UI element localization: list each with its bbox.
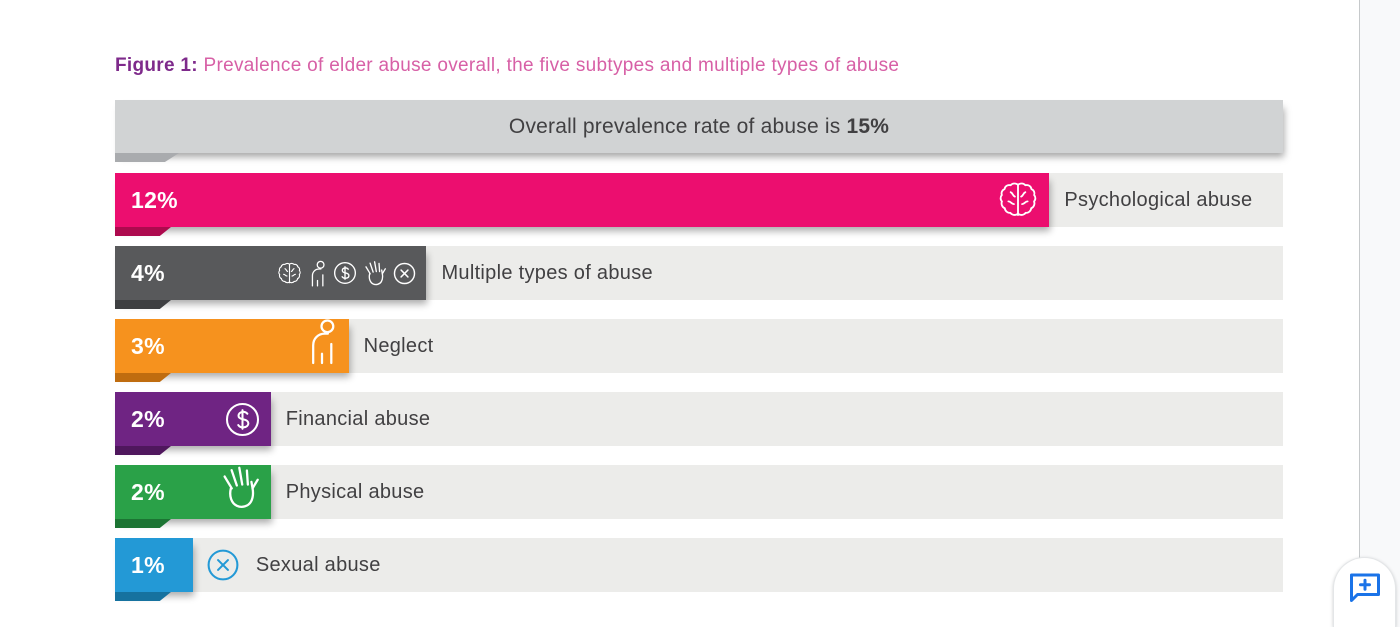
bar-icon-group — [304, 318, 349, 365]
overall-prevalence-banner: Overall prevalence rate of abuse is 15% — [115, 100, 1283, 162]
bar-fold — [115, 300, 171, 309]
bar-fold — [115, 519, 171, 528]
hand-icon — [362, 259, 388, 287]
dollar-icon — [332, 260, 358, 286]
x-circle-icon — [392, 261, 417, 286]
bar-row-multiple-types: 4% Multiple types of abuse — [115, 246, 1283, 309]
viewer-side-rail — [1360, 0, 1400, 627]
bar-fold — [115, 446, 171, 455]
bar-value: 3% — [131, 332, 165, 359]
figure-caption: Figure 1: Prevalence of elder abuse over… — [115, 55, 899, 77]
bar-financial: 2% — [115, 392, 271, 455]
bar-value: 1% — [131, 551, 165, 578]
person-icon — [304, 318, 340, 365]
hand-icon — [218, 463, 262, 511]
prevalence-bar-chart: Overall prevalence rate of abuse is 15% … — [115, 0, 1283, 627]
bar-icon-group — [996, 178, 1049, 222]
dollar-icon — [223, 400, 262, 439]
bar-icon-group — [276, 259, 426, 287]
document-page: Figure 1: Prevalence of elder abuse over… — [115, 0, 1283, 627]
bar-row-sexual-abuse: 1% Sexual abuse — [115, 538, 1283, 601]
brain-icon — [276, 260, 303, 287]
bar-label: Sexual abuse — [255, 553, 381, 576]
brain-icon — [996, 178, 1040, 222]
bar-psychological: 12% — [115, 173, 1050, 236]
bar-value: 12% — [131, 186, 178, 213]
bar-multiple-types: 4% — [115, 246, 427, 309]
figure-title-text: Prevalence of elder abuse overall, the f… — [203, 55, 900, 76]
figure-label: Figure 1: — [115, 55, 198, 76]
bar-fold — [115, 227, 171, 236]
bar-label: Multiple types of abuse — [441, 261, 653, 284]
bar-icon-group — [218, 463, 271, 511]
x-circle-icon — [205, 547, 241, 583]
bar-label: Psychological abuse — [1064, 188, 1253, 211]
bar-row-financial-abuse: 2% Financial abuse — [115, 392, 1283, 455]
overall-value: 15% — [846, 114, 890, 138]
bar-value: 2% — [131, 478, 165, 505]
page-edge-divider — [1359, 0, 1360, 627]
person-icon — [307, 260, 328, 287]
bar-label: Physical abuse — [285, 480, 425, 503]
bar-value: 2% — [131, 405, 165, 432]
bar-fold — [115, 373, 171, 382]
overall-text: Overall prevalence rate of abuse is — [508, 114, 841, 138]
bar-label: Financial abuse — [285, 407, 431, 430]
bar-row-neglect: 3% Neglect — [115, 318, 1283, 382]
bar-label: Neglect — [363, 334, 434, 357]
bar-value: 4% — [131, 259, 165, 286]
bar-row-physical-abuse: 2% Physical abuse — [115, 463, 1283, 528]
bar-sexual: 1% — [115, 538, 193, 601]
bar-physical: 2% — [115, 463, 271, 528]
add-comment-icon — [1347, 569, 1383, 605]
banner-fold — [115, 153, 179, 162]
bar-fold — [115, 592, 171, 601]
bar-row-psychological-abuse: 12% Psychological abuse — [115, 173, 1283, 236]
bar-neglect: 3% — [115, 318, 349, 382]
add-comment-button[interactable] — [1333, 557, 1396, 627]
bar-icon-group — [223, 400, 271, 439]
